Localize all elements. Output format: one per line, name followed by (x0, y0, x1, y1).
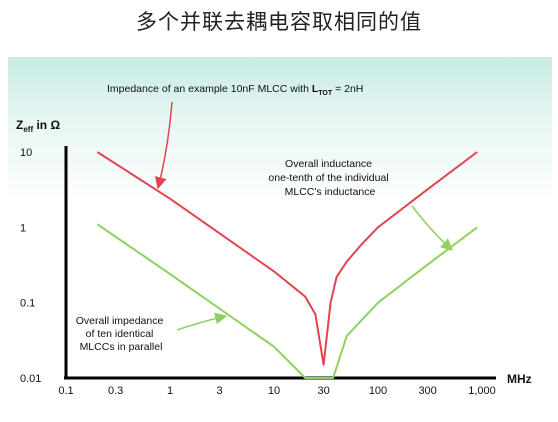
x-tick-label: 0.1 (58, 385, 73, 397)
y-tick-label: 0.01 (20, 373, 41, 385)
inductance-line-2: one-tenth of the individual (268, 172, 388, 184)
x-tick-label: 10 (268, 385, 280, 397)
inductance-annotation: Overall inductance one-tenth of the indi… (268, 158, 391, 198)
red-annotation-suffix: = 2nH (332, 83, 363, 95)
y-tick-label: 10 (20, 147, 32, 159)
x-tick-label: 100 (369, 385, 387, 397)
red-annotation-prefix: Impedance of an example 10nF MLCC with (107, 83, 312, 95)
x-tick-label: 300 (418, 385, 436, 397)
y-label-subscript: eff (23, 125, 33, 134)
axes (64, 146, 496, 380)
red-annotation-subscript: TOT (318, 90, 333, 97)
y-tick-labels: 0.01 0.1 1 10 (20, 147, 41, 385)
x-tick-label: 1 (167, 385, 173, 397)
single-mlcc-impedance-line (96, 151, 478, 366)
y-axis-label: Zeff in Ω (16, 118, 60, 134)
impedance-line-1: Overall impedance (76, 315, 164, 327)
x-tick-label: 1,000 (468, 385, 496, 397)
impedance-annotation: Overall impedance of ten identical MLCCs… (76, 315, 166, 353)
red-series-annotation: Impedance of an example 10nF MLCC with L… (107, 83, 363, 97)
x-tick-label: 30 (317, 385, 329, 397)
red-annotation-arrow (154, 101, 173, 190)
inductance-arrow (411, 205, 453, 251)
y-tick-label: 0.1 (20, 298, 35, 310)
y-label-symbol: Z (16, 118, 23, 132)
impedance-arrow (176, 312, 228, 331)
x-tick-label: 0.3 (108, 385, 123, 397)
x-tick-label: 3 (217, 385, 223, 397)
inductance-line-3: MLCC's inductance (285, 186, 376, 198)
impedance-line-3: MLCCs in parallel (80, 341, 163, 353)
x-axis-label: MHz (507, 372, 532, 386)
impedance-line-2: of ten identical (86, 328, 154, 340)
y-tick-label: 1 (20, 222, 26, 234)
data-series (96, 151, 478, 379)
red-annotation-symbol: L (312, 83, 319, 95)
page-title: 多个并联去耦电容取相同的值 (136, 10, 422, 34)
x-tick-labels: 0.1 0.3 1 3 10 30 100 300 1,000 (58, 385, 495, 397)
inductance-line-1: Overall inductance (285, 158, 372, 170)
y-label-unit: in Ω (33, 118, 60, 132)
parallel-mlcc-impedance-line (96, 223, 478, 379)
